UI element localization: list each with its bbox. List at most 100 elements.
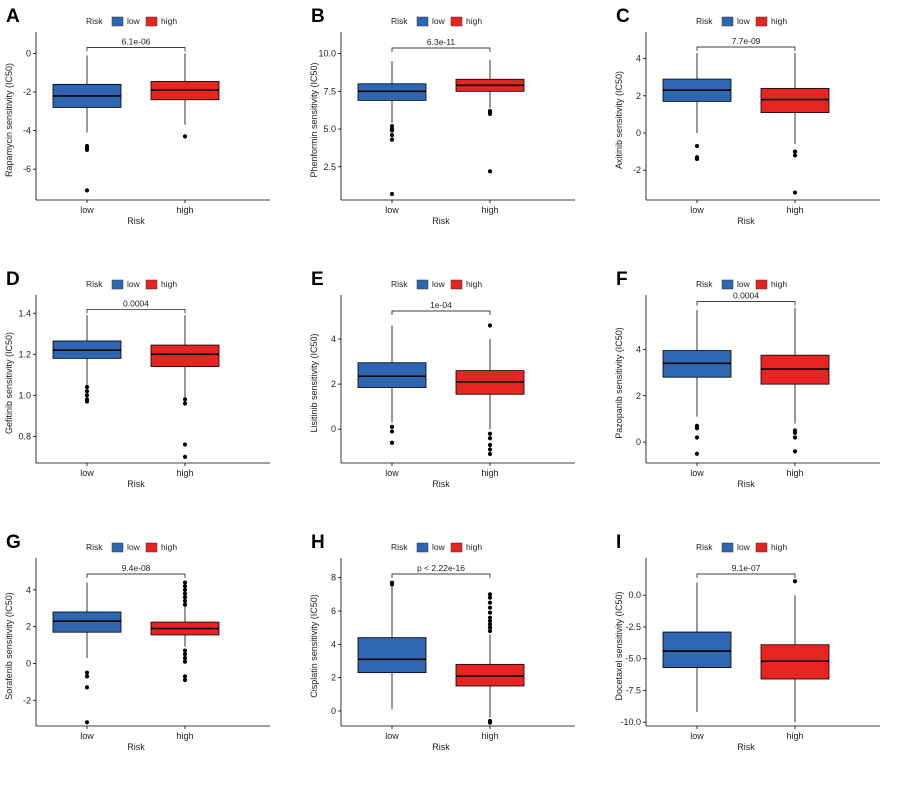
legend-label-low: low	[432, 279, 446, 289]
bracket-line	[696, 301, 796, 306]
outlier-point	[487, 442, 493, 448]
y-tick-label: -2	[23, 87, 31, 97]
box-high	[760, 307, 830, 454]
chart-f: F Risk low high 0 2 4 low high Risk Pazopanib sens…	[614, 269, 880, 489]
outlier-point	[487, 111, 493, 117]
outlier-point	[694, 426, 700, 431]
x-axis-label: Risk	[737, 216, 755, 226]
outlier-point	[389, 191, 395, 197]
y-tick-label: -10.0	[620, 717, 641, 727]
outlier-point	[389, 132, 395, 138]
outlier-point	[182, 591, 188, 596]
y-tick-label: 4	[331, 639, 336, 649]
panel-d: D Risk low high 0.8 1.0 1.2 1.4 low high Risk Gefit…	[0, 263, 300, 525]
y-tick-label: 4	[331, 334, 336, 344]
y-tick-label: -6	[23, 164, 31, 174]
x-axis-label: Risk	[432, 742, 450, 752]
y-axis-label: Pazopanib sensitivity (IC50)	[614, 327, 624, 439]
outlier-point	[182, 580, 188, 585]
outlier-point	[182, 442, 188, 447]
legend-title: Risk	[696, 279, 713, 289]
legend-label-high: high	[466, 279, 482, 289]
panel-g: G Risk low high -2 0 2 4 low high Risk Sorafenib se…	[0, 526, 300, 788]
panel-a: A Risk low high -6 -4 -2 0 low high Risk Rapamycin …	[0, 0, 300, 262]
legend-swatch-low	[416, 16, 429, 27]
outlier-point	[487, 618, 493, 624]
box-iqr	[662, 631, 732, 668]
bracket-line	[391, 573, 491, 578]
panel-label: H	[311, 532, 325, 553]
y-tick-label: 0.8	[18, 431, 31, 441]
y-tick-label: -7.5	[625, 685, 641, 695]
bracket-line	[391, 47, 491, 52]
outlier-point	[182, 652, 188, 657]
legend-label-high: high	[466, 16, 482, 26]
outlier-point	[792, 435, 798, 440]
significance-bracket: p < 2.22e-16	[391, 563, 491, 578]
y-axis-label: Lisitinib sensitivity (IC50)	[309, 333, 319, 432]
box-high	[150, 315, 220, 459]
x-tick-label: low	[80, 468, 94, 478]
outlier-point	[84, 685, 90, 690]
y-tick-label: 2	[331, 673, 336, 683]
legend-title: Risk	[696, 16, 713, 26]
chart-e: E Risk low high 0 2 4 low high Risk Lisitinib sens…	[309, 269, 575, 489]
legend-swatch-low	[111, 16, 124, 27]
outlier-point	[182, 655, 188, 661]
outlier-point	[487, 436, 493, 441]
y-tick-label: 1.4	[18, 308, 31, 318]
legend-swatch-high	[755, 16, 768, 27]
outlier-point	[487, 720, 493, 725]
y-tick-label: 10.0	[318, 49, 336, 59]
outlier-point	[487, 431, 493, 436]
x-tick-label: low	[385, 468, 399, 478]
panel-label: G	[6, 532, 21, 553]
y-tick-label: 4	[636, 344, 641, 354]
outlier-point	[694, 156, 700, 162]
panel-label: D	[6, 269, 20, 290]
y-tick-label: -2	[23, 695, 31, 705]
x-axis-label: Risk	[127, 479, 145, 489]
legend-label-low: low	[737, 16, 751, 26]
outlier-point	[487, 595, 493, 600]
x-tick-label: low	[690, 468, 704, 478]
legend-swatch-low	[721, 542, 734, 553]
box-high	[455, 323, 525, 457]
legend-label-low: low	[432, 16, 446, 26]
box-high	[150, 53, 220, 139]
legend-swatch-low	[721, 16, 734, 27]
significance-bracket: 0.0004	[86, 298, 186, 314]
outlier-point	[389, 580, 395, 585]
legend-title: Risk	[391, 542, 408, 552]
outlier-point	[792, 190, 798, 195]
bracket-line	[86, 47, 186, 52]
outlier-point	[389, 137, 395, 142]
legend: Risk low high	[391, 279, 482, 290]
y-axis-label: Cisplatin sensitivity (IC50)	[309, 594, 319, 698]
y-tick-label: -2	[633, 165, 641, 175]
legend: Risk low high	[696, 542, 787, 553]
panel-label: B	[311, 6, 325, 27]
outlier-point	[389, 429, 395, 434]
outlier-point	[84, 393, 90, 398]
y-tick-label: 0	[26, 48, 31, 58]
legend-label-high: high	[161, 279, 177, 289]
legend-swatch-low	[416, 279, 429, 290]
x-tick-label: high	[481, 468, 498, 478]
box-iqr	[760, 87, 830, 113]
legend-swatch-high	[450, 279, 463, 290]
panel-label: I	[616, 532, 621, 553]
legend: Risk low high	[86, 16, 177, 27]
p-value-label: 6.3e-11	[427, 37, 455, 47]
y-tick-label: 2	[331, 379, 336, 389]
panel-b: B Risk low high 2.5 5.0 7.5 10.0 low high Risk Phen…	[305, 0, 605, 262]
y-tick-label: 7.5	[323, 86, 336, 96]
legend-swatch-high	[145, 279, 158, 290]
p-value-label: 9.1e-07	[732, 563, 761, 573]
legend: Risk low high	[391, 16, 482, 27]
bracket-line	[86, 308, 186, 314]
y-tick-label: -5.0	[625, 654, 641, 664]
box-iqr	[357, 637, 427, 674]
outlier-point	[487, 600, 493, 605]
outlier-point	[792, 449, 798, 454]
